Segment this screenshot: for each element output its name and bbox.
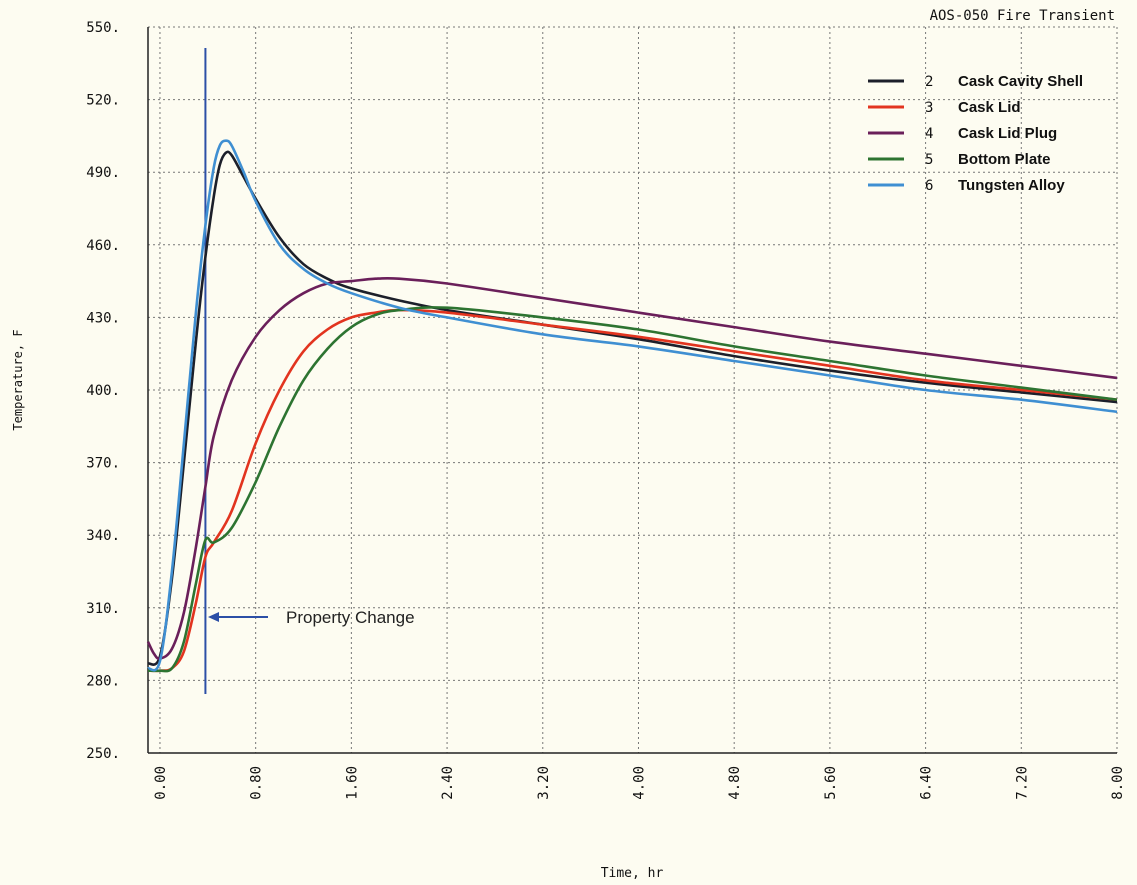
legend-label: Cask Cavity Shell [958, 73, 1083, 90]
y-tick-label: 340. [86, 528, 120, 544]
series-lines [146, 139, 1118, 673]
series-line-cask-lid [147, 308, 1118, 673]
y-tick-label: 430. [86, 310, 120, 326]
x-tick-label: 5.60 [823, 766, 839, 800]
arrow-head-icon [208, 612, 219, 622]
y-tick-label: 520. [86, 93, 120, 109]
x-tick-label: 4.00 [631, 766, 647, 800]
legend-label: Cask Lid Plug [958, 125, 1057, 142]
legend-label: Cask Lid [958, 99, 1021, 116]
y-tick-labels: 550. 520. 490. 460. 430. 400. 370. 340. 310. 280.… [86, 20, 120, 762]
y-tick-label: 310. [86, 601, 120, 617]
y-tick-label: 460. [86, 238, 120, 254]
y-tick-label: 400. [86, 383, 120, 399]
x-tick-labels: 0.00 0.80 1.60 2.40 3.20 4.00 4.80 5.60 6.40 7.20… [153, 766, 1126, 800]
x-tick-label: 4.80 [727, 766, 743, 800]
legend-number: 3 [925, 100, 933, 116]
annotation-label: Property Change [286, 608, 415, 627]
y-tick-label: 370. [86, 456, 120, 472]
x-tick-label: 0.00 [153, 766, 169, 800]
legend-number: 5 [925, 152, 933, 168]
x-axis-label: Time, hr [601, 866, 664, 881]
y-tick-label: 490. [86, 165, 120, 181]
y-axis-label: Temperature, F [11, 329, 25, 430]
series-line-cask-cavity-shell [147, 150, 1118, 666]
y-tick-label: 280. [86, 673, 120, 689]
y-tick-label: 250. [86, 746, 120, 762]
legend-number: 6 [925, 178, 933, 194]
x-tick-label: 8.00 [1110, 766, 1126, 800]
x-tick-label: 2.40 [440, 766, 456, 800]
x-tick-label: 1.60 [344, 766, 360, 800]
x-tick-label: 6.40 [919, 766, 935, 800]
legend-number: 4 [925, 126, 933, 142]
legend-number: 2 [925, 74, 933, 90]
annotation: Property Change [204, 48, 415, 694]
legend-label: Bottom Plate [958, 151, 1051, 168]
x-tick-label: 7.20 [1014, 766, 1030, 800]
y-tick-label: 550. [86, 20, 120, 36]
series-line-tungsten-alloy [147, 139, 1118, 672]
x-tick-label: 3.20 [536, 766, 552, 800]
x-tick-label: 0.80 [249, 766, 265, 800]
grid [148, 26, 1118, 753]
legend-label: Tungsten Alloy [958, 177, 1065, 194]
series-line-bottom-plate [147, 306, 1118, 673]
legend: 2 Cask Cavity Shell 3 Cask Lid 4 Cask Lid Plu… [868, 73, 1083, 194]
chart-title: AOS-050 Fire Transient [930, 8, 1115, 24]
